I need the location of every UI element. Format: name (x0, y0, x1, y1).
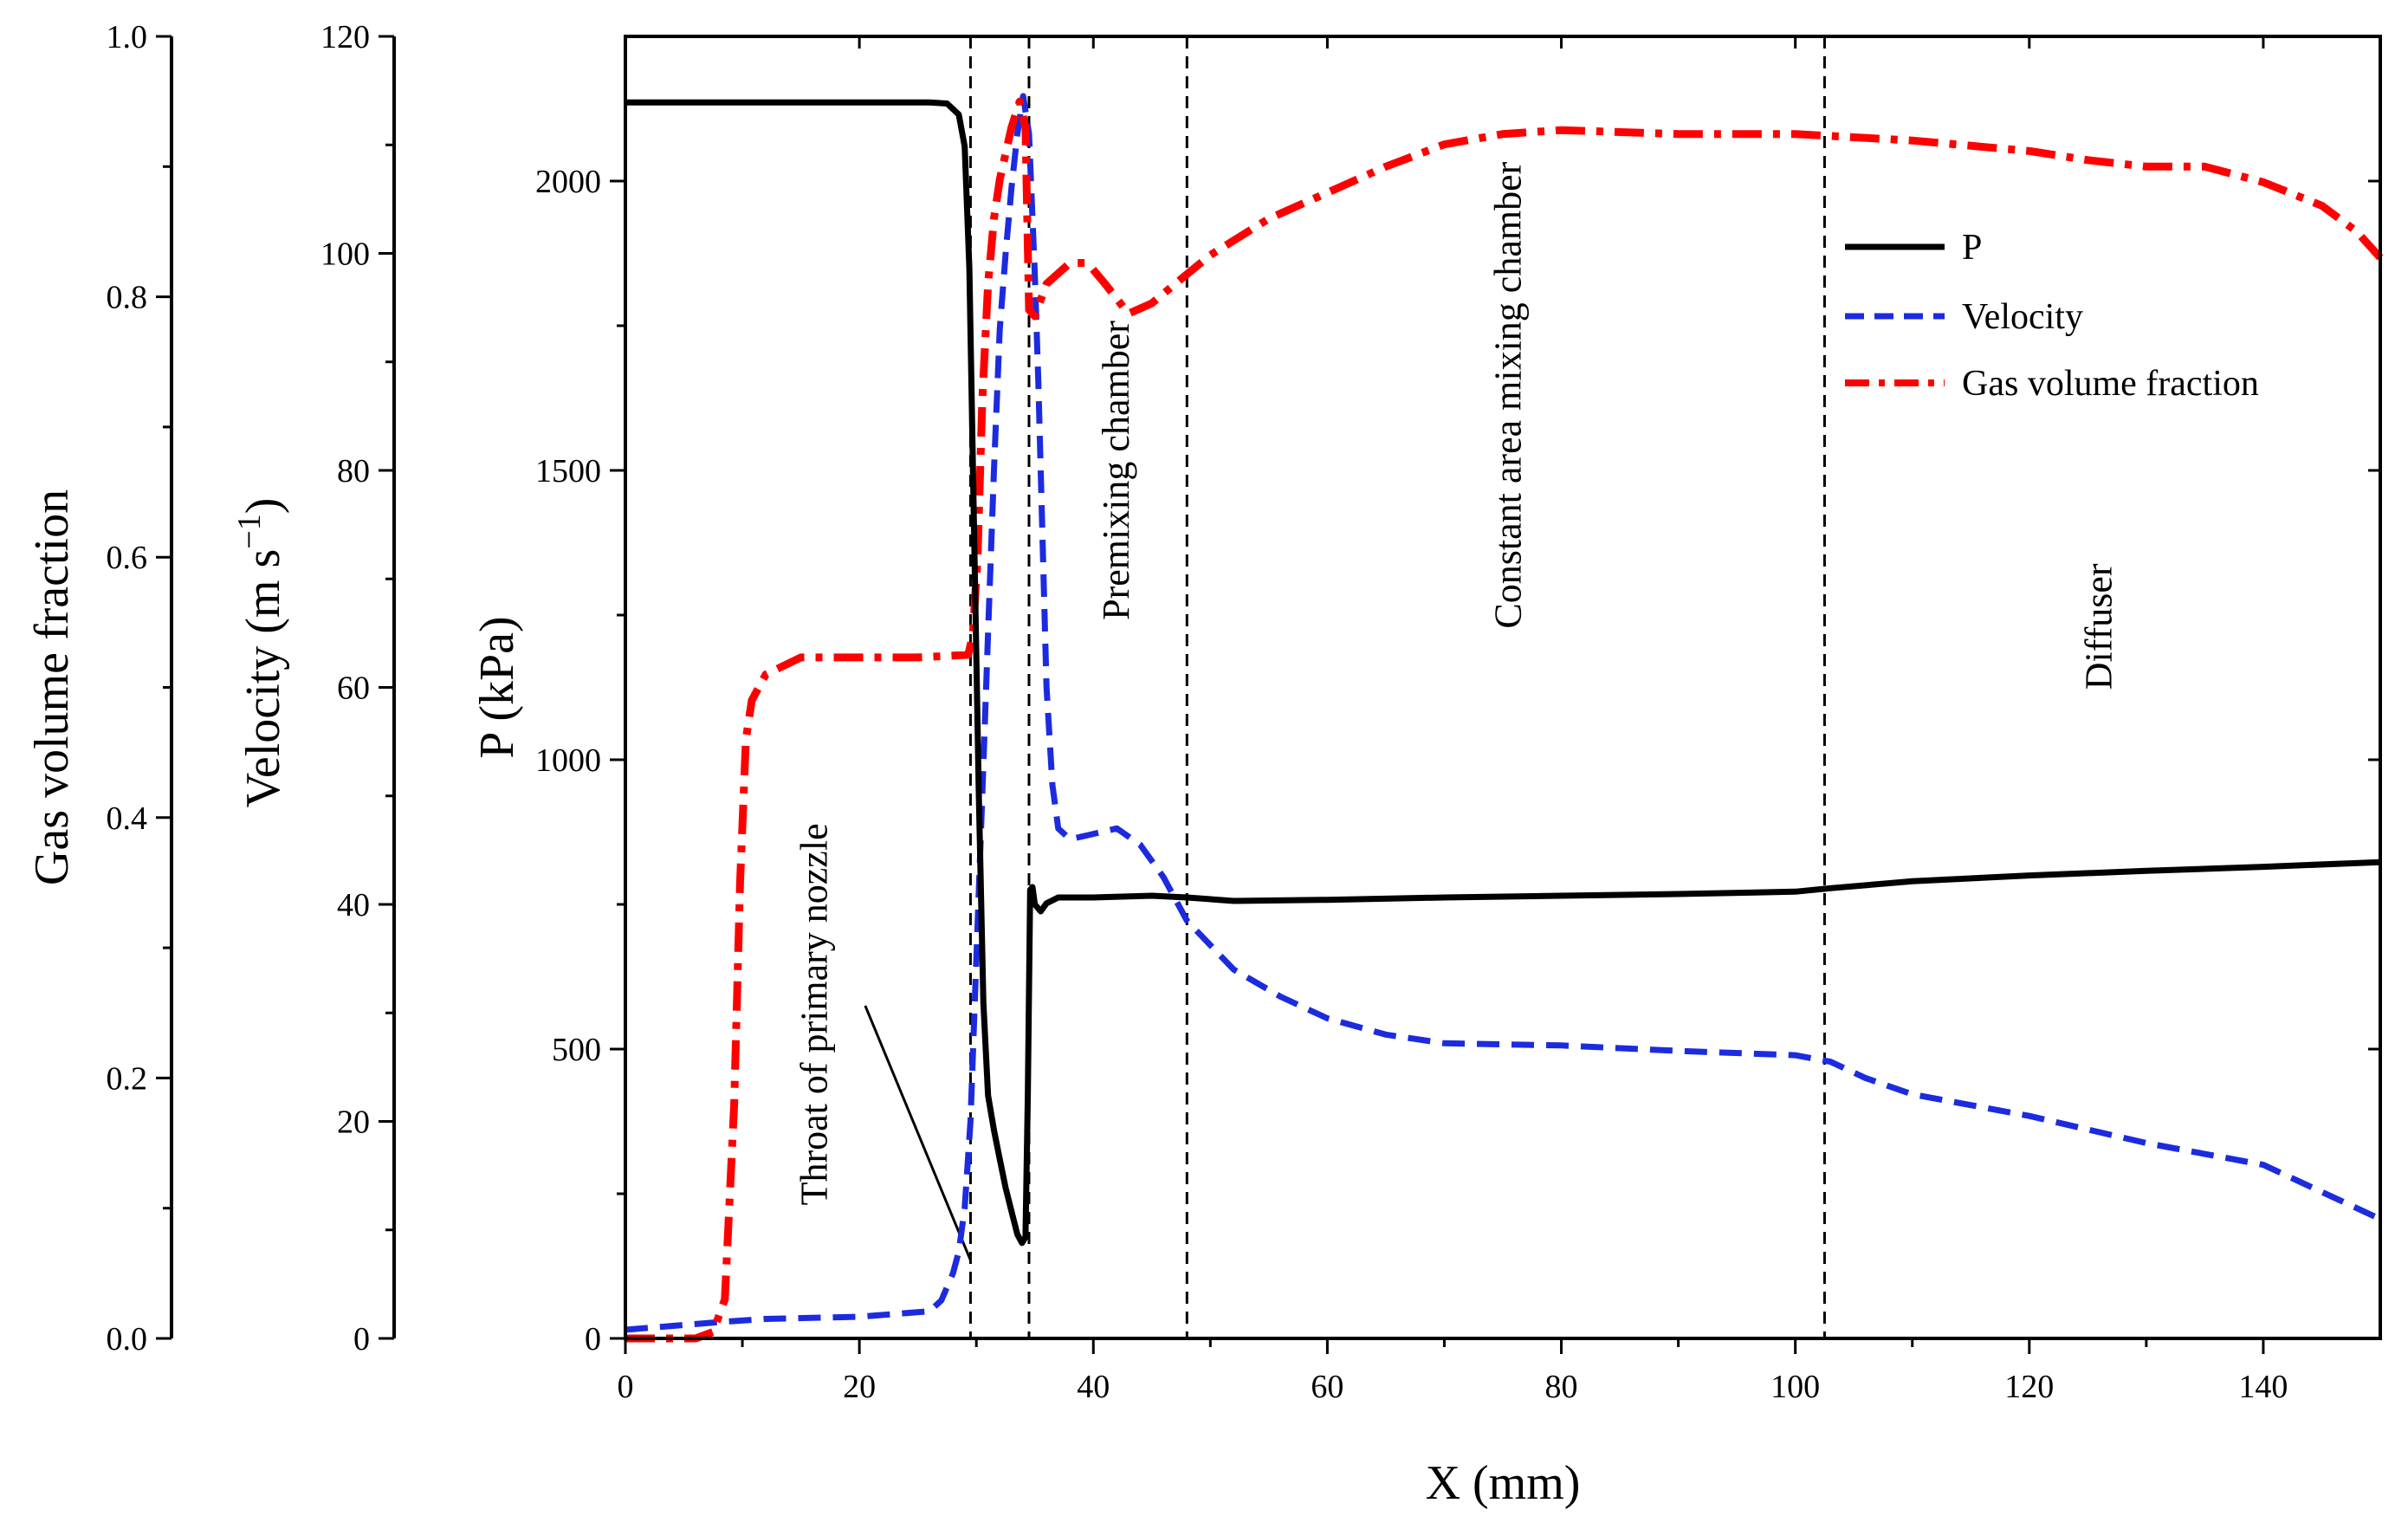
v-tick-label-0: 0 (353, 1321, 370, 1357)
g-tick-label-0.8: 0.8 (107, 280, 148, 316)
p-tick-label-1500: 1500 (535, 453, 601, 489)
v-tick-label-40: 40 (337, 887, 370, 923)
series-line-p (625, 99, 2381, 1247)
legend: P Velocity Gas volume fraction (1845, 228, 2259, 404)
v-tick-label-80: 80 (337, 453, 370, 489)
v-axis-title-sup: −1 (231, 514, 268, 548)
g-tick-label-0.6: 0.6 (107, 540, 148, 576)
g-tick-label-1.0: 1.0 (107, 19, 148, 55)
v-axis-title-main: Velocity (m s (236, 549, 290, 808)
x-tick-label-140: 140 (2238, 1369, 2288, 1405)
p-tick-label-2000: 2000 (535, 164, 601, 200)
p-axis-title: P (kPa) (470, 616, 524, 758)
series-lines (625, 93, 2384, 1343)
p-tick-label-500: 500 (552, 1032, 601, 1068)
p-tick-label-1000: 1000 (535, 742, 601, 779)
v-tick-label-100: 100 (320, 236, 370, 273)
series-line-gas-volume-fraction (625, 97, 2384, 1343)
v-tick-label-120: 120 (320, 19, 370, 55)
v-axis-title: Velocity (m s−1) (231, 498, 290, 808)
v-tick-label-20: 20 (337, 1105, 370, 1141)
v-tick-label-60: 60 (337, 671, 370, 707)
x-tick-label-40: 40 (1077, 1369, 1110, 1405)
legend-label-1: P (1962, 228, 1982, 268)
g-tick-label-0.4: 0.4 (107, 800, 148, 837)
throat-pointer-line (864, 1005, 972, 1261)
region-label-4: Diffuser (2077, 563, 2120, 690)
region-label-3: Constant area mixing chamber (1486, 161, 1529, 628)
p-tick-label-0: 0 (585, 1321, 601, 1357)
v-axis-title-tail: ) (236, 498, 290, 515)
plot-frame-rect (624, 35, 2382, 1340)
x-tick-label-120: 120 (2004, 1369, 2054, 1405)
x-tick-label-100: 100 (1770, 1369, 1820, 1405)
plot-frame (624, 35, 2382, 1340)
legend-label-2: Velocity (1962, 297, 2083, 337)
series-line-velocity (625, 93, 2382, 1333)
x-axis-title: X (mm) (1426, 1456, 1581, 1510)
region-label-2: Premixing chamber (1095, 321, 1137, 620)
region-labels: Throat of primary nozzle Premixing chambe… (793, 161, 2120, 1205)
g-tick-label-0.0: 0.0 (107, 1321, 148, 1357)
g-axis-title: Gas volume fraction (25, 489, 79, 885)
region-label-1: Throat of primary nozzle (793, 823, 835, 1205)
x-tick-label-20: 20 (843, 1369, 876, 1405)
x-tick-label-60: 60 (1311, 1369, 1343, 1405)
g-tick-label-0.2: 0.2 (107, 1060, 148, 1097)
legend-label-3: Gas volume fraction (1962, 364, 2259, 404)
x-tick-label-80: 80 (1545, 1369, 1578, 1405)
x-tick-label-0: 0 (618, 1369, 634, 1405)
